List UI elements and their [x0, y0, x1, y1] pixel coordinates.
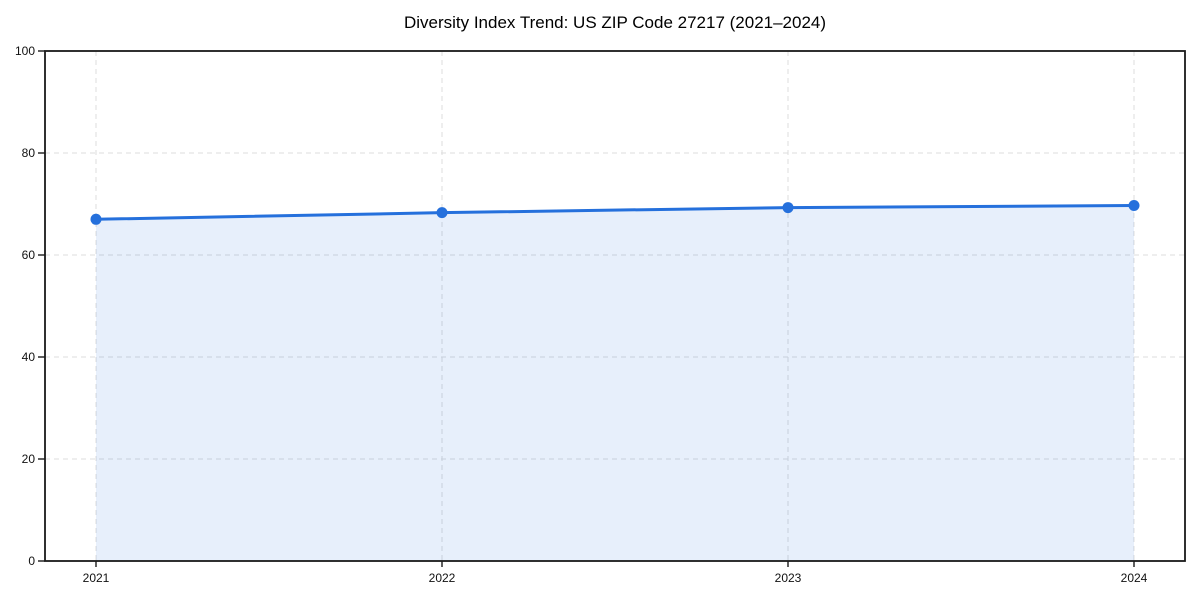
grid-layer [45, 51, 1185, 561]
chart-title: Diversity Index Trend: US ZIP Code 27217… [404, 13, 826, 32]
axes-layer: 0 20 40 60 80 100 2021 2022 2023 2024 [15, 44, 1186, 585]
y-tick-label: 40 [22, 350, 36, 364]
y-tick-label: 100 [15, 44, 35, 58]
y-tick-label: 60 [22, 248, 36, 262]
x-tick-label: 2021 [83, 571, 110, 585]
x-tick-label: 2023 [775, 571, 802, 585]
line-layer [94, 204, 1136, 221]
y-tick-label: 20 [22, 452, 36, 466]
data-point [436, 207, 448, 219]
marker-layer [90, 200, 1140, 225]
x-tick-label: 2022 [429, 571, 456, 585]
area-layer [96, 205, 1134, 561]
data-point [782, 202, 794, 214]
trend-line [94, 204, 1136, 221]
x-tick-label: 2024 [1121, 571, 1148, 585]
data-point [1128, 200, 1140, 212]
y-tick-label: 80 [22, 146, 36, 160]
y-tick-label: 0 [28, 554, 35, 568]
data-point [90, 213, 102, 225]
area-fill [96, 205, 1134, 561]
plot-border [44, 50, 1186, 562]
